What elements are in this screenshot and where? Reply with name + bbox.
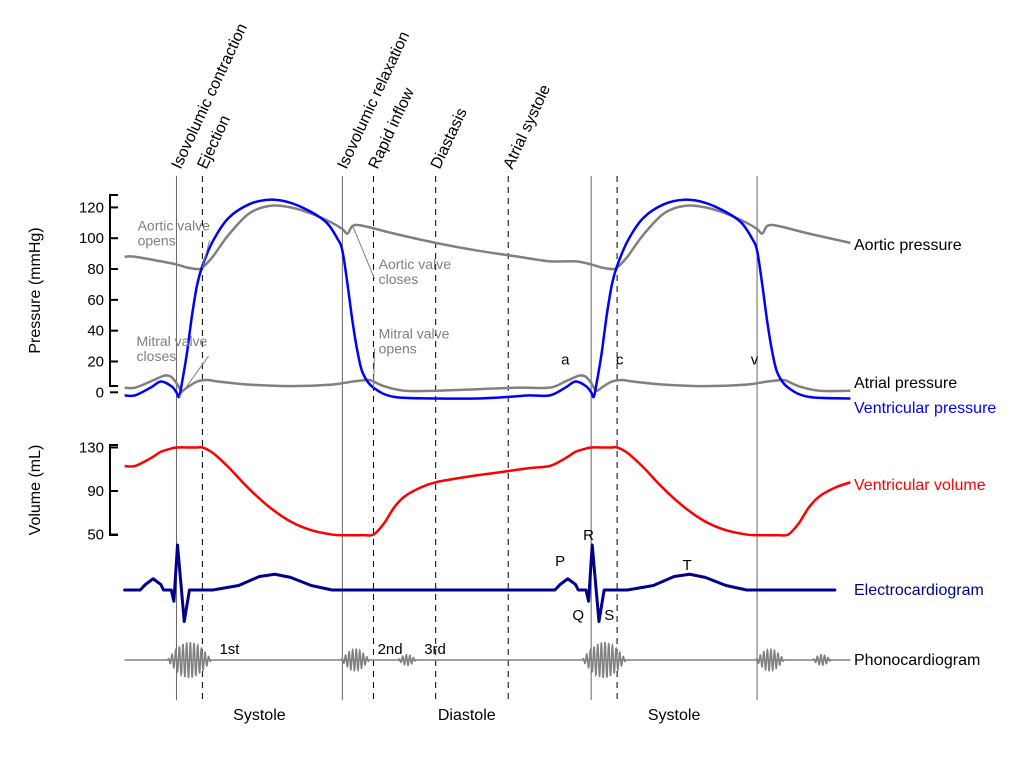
atrial-wave-label: v xyxy=(751,352,759,369)
trace-label: Electrocardiogram xyxy=(854,582,984,599)
trace-label: Phonocardiogram xyxy=(854,652,980,669)
pressure-tick-label: 40 xyxy=(87,323,104,340)
valve-annot-leader xyxy=(353,226,375,279)
phono-sound xyxy=(167,642,211,678)
ecg-wave-label: P xyxy=(555,553,565,570)
phono-sound-label: 1st xyxy=(219,641,240,658)
ecg-trace xyxy=(125,545,835,622)
wiggers-diagram: Isovolumic contractionEjectionIsovolumic… xyxy=(0,0,1024,784)
valve-annot: Aortic valve xyxy=(138,218,211,234)
ventricular-volume-trace xyxy=(125,447,851,536)
volume-axis-label: Volume (mL) xyxy=(27,445,44,536)
pressure-axis-label: Pressure (mmHg) xyxy=(27,227,44,353)
pressure-tick-label: 20 xyxy=(87,353,104,370)
phono-sound xyxy=(582,642,626,678)
phono-sound xyxy=(756,649,785,670)
atrial-pressure-trace xyxy=(125,375,851,391)
ecg-wave-label: R xyxy=(583,527,594,544)
valve-annot: Mitral valve xyxy=(137,333,208,349)
phono-sound-label: 3rd xyxy=(424,641,446,658)
pressure-tick-label: 0 xyxy=(96,384,104,401)
valve-annot: opens xyxy=(138,233,176,249)
pressure-tick-label: 100 xyxy=(79,230,104,247)
ecg-wave-label: Q xyxy=(572,607,584,624)
cycle-phase-label: Systole xyxy=(648,707,701,724)
volume-tick-label: 130 xyxy=(79,439,104,456)
valve-annot: Mitral valve xyxy=(379,325,450,341)
phono-sound xyxy=(341,649,370,670)
pressure-tick-label: 60 xyxy=(87,292,104,309)
pressure-tick-label: 80 xyxy=(87,261,104,278)
ecg-wave-label: T xyxy=(682,557,691,574)
phase-label: Diastasis xyxy=(428,106,471,172)
phono-sound-label: 2nd xyxy=(378,641,403,658)
valve-annot: closes xyxy=(137,348,177,364)
pressure-axis-bracket xyxy=(110,195,118,386)
volume-tick-label: 90 xyxy=(87,483,104,500)
trace-label: Aortic pressure xyxy=(854,237,962,254)
cycle-phase-label: Systole xyxy=(233,707,286,724)
atrial-wave-label: a xyxy=(561,352,570,369)
valve-annot: opens xyxy=(379,340,417,356)
volume-tick-label: 50 xyxy=(87,527,104,544)
trace-label: Atrial pressure xyxy=(854,375,957,392)
trace-label: Ventricular volume xyxy=(854,477,986,494)
trace-label: Ventricular pressure xyxy=(854,400,996,417)
cycle-phase-label: Diastole xyxy=(438,707,496,724)
ecg-wave-label: S xyxy=(604,607,614,624)
atrial-wave-label: c xyxy=(616,352,624,369)
phase-label: Atrial systole xyxy=(500,82,554,171)
valve-annot: Aortic valve xyxy=(379,256,452,272)
pressure-tick-label: 120 xyxy=(79,199,104,216)
valve-annot: closes xyxy=(379,271,419,287)
